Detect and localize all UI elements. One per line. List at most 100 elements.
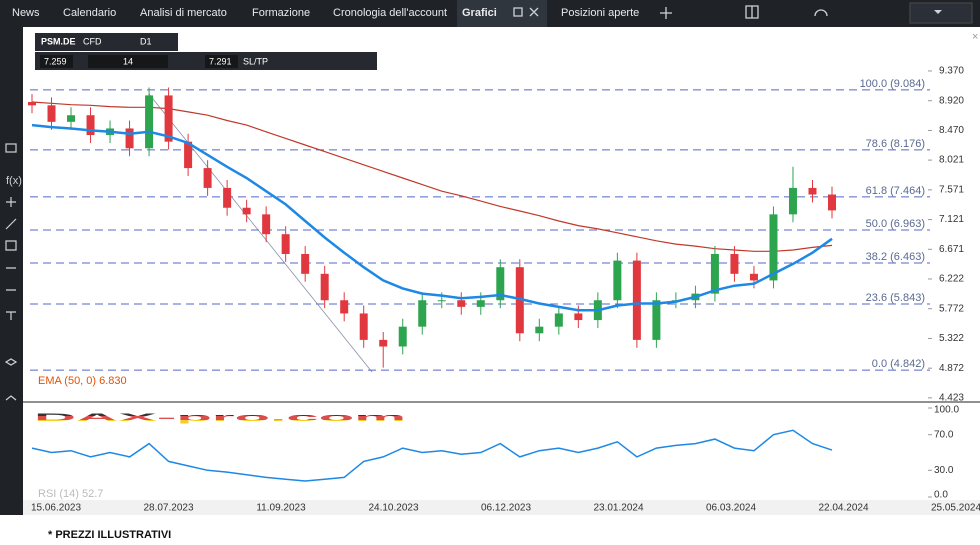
candle-body (710, 253, 719, 294)
candle-body (262, 214, 271, 235)
rsi-line (31, 429, 833, 482)
candle-body (281, 234, 290, 254)
fib-label: 50.0 (6.963) (866, 218, 925, 230)
nav-tab[interactable]: Calendario (63, 7, 116, 19)
watermark: DAX-pro.com (34, 412, 407, 424)
y-tick-label: 9.370 (939, 66, 964, 77)
nav-tab[interactable]: Analisi di mercato (140, 7, 227, 19)
bid-box[interactable] (40, 55, 73, 68)
timeframe[interactable]: D1 (140, 36, 152, 46)
candle-body (145, 95, 154, 149)
rsi-tick-label: 30.0 (934, 465, 954, 476)
fx-icon[interactable]: f(x) (6, 175, 22, 187)
left-toolbar (0, 27, 23, 515)
y-tick-label: 4.872 (939, 363, 964, 374)
date-label: 15.06.2023 (31, 503, 81, 514)
candle-body (223, 187, 232, 208)
nav-tab[interactable]: Grafici (462, 7, 497, 19)
rsi-tick-label: 70.0 (934, 429, 954, 440)
left-icons (4, 143, 18, 401)
ask-box[interactable] (205, 55, 238, 68)
volume[interactable]: 14 (123, 56, 133, 66)
candle-body (496, 267, 505, 301)
trend-line (148, 93, 373, 373)
candle-body (613, 260, 622, 301)
y-tick-label: 8.920 (939, 95, 964, 106)
ask[interactable]: 7.291 (209, 56, 232, 66)
date-label: 24.10.2023 (368, 503, 418, 514)
sltp[interactable]: SL/TP (243, 56, 268, 66)
y-tick-label: 6.671 (939, 244, 964, 255)
date-label: 06.12.2023 (481, 503, 531, 514)
rsi-label: RSI (14) 52.7 (38, 488, 103, 500)
ema-line (31, 123, 833, 312)
candle-body (28, 102, 36, 106)
fib-label: 78.6 (8.176) (866, 138, 925, 150)
date-label: 25.05.2024 (931, 503, 980, 514)
candle-body (203, 168, 212, 188)
candle-body (164, 95, 173, 142)
nav-tab[interactable]: Formazione (252, 7, 310, 19)
volume-box[interactable] (88, 55, 168, 68)
candle-body (574, 313, 583, 321)
date-label: 22.04.2024 (818, 503, 868, 514)
candle-body (808, 187, 817, 195)
bid[interactable]: 7.259 (44, 56, 67, 66)
candle-body (652, 300, 661, 340)
candle-body (749, 273, 758, 281)
y-tick-label: 8.470 (939, 125, 964, 136)
candle-body (125, 128, 134, 149)
candle-body (301, 253, 310, 274)
date-label: 28.07.2023 (143, 503, 193, 514)
date-label: 23.01.2024 (593, 503, 643, 514)
candle-body (379, 339, 388, 347)
candle-body (437, 300, 446, 302)
date-axis (23, 500, 980, 515)
candle-body (418, 300, 427, 327)
candle-body (398, 326, 407, 347)
ema-label: EMA (50, 0) 6.830 (38, 375, 127, 387)
candle-body (632, 260, 641, 340)
candle-body (515, 267, 524, 334)
candle-body (320, 273, 329, 301)
fib-label: 100.0 (9.084) (860, 78, 925, 90)
y-tick-label: 4.423 (939, 392, 964, 403)
instrument: CFD (83, 36, 102, 46)
close-icon[interactable]: × (972, 31, 978, 43)
rsi-tick-label: 0.0 (934, 490, 948, 501)
candle-body (535, 326, 544, 334)
fib-label: 38.2 (6.463) (866, 251, 925, 263)
y-tick-label: 8.021 (939, 155, 964, 166)
candle-body (769, 214, 778, 281)
candle-body (457, 300, 466, 307)
fib-label: 61.8 (7.464) (866, 185, 925, 197)
date-label: 11.09.2023 (256, 503, 306, 514)
candle-body (86, 115, 95, 136)
symbol[interactable]: PSM.DE (41, 36, 76, 46)
nav-tab[interactable]: Cronologia dell'account (333, 7, 447, 19)
y-tick-label: 7.571 (939, 184, 964, 195)
date-label: 06.03.2024 (706, 503, 756, 514)
y-tick-label: 5.322 (939, 333, 964, 344)
rsi-tick-label: 100.0 (934, 405, 959, 416)
y-tick-label: 6.222 (939, 274, 964, 285)
candle-body (554, 313, 563, 327)
candle-body (67, 115, 76, 122)
candle-body (184, 141, 193, 169)
nav-tab[interactable]: Posizioni aperte (561, 7, 639, 19)
candle-body (828, 194, 836, 211)
candle-body (730, 253, 739, 274)
fib-label: 0.0 (4.842) (872, 358, 925, 370)
y-tick-label: 5.772 (939, 303, 964, 314)
top-icons (513, 2, 973, 24)
fib-label: 23.6 (5.843) (866, 292, 925, 304)
candle-body (242, 207, 251, 215)
candle-body (476, 300, 485, 307)
candle-body (359, 313, 368, 340)
candle-body (340, 300, 349, 314)
nav-tab[interactable]: News (12, 7, 40, 19)
symbol-box[interactable] (35, 33, 178, 51)
candle-body (788, 187, 797, 215)
y-tick-label: 7.121 (939, 214, 964, 225)
